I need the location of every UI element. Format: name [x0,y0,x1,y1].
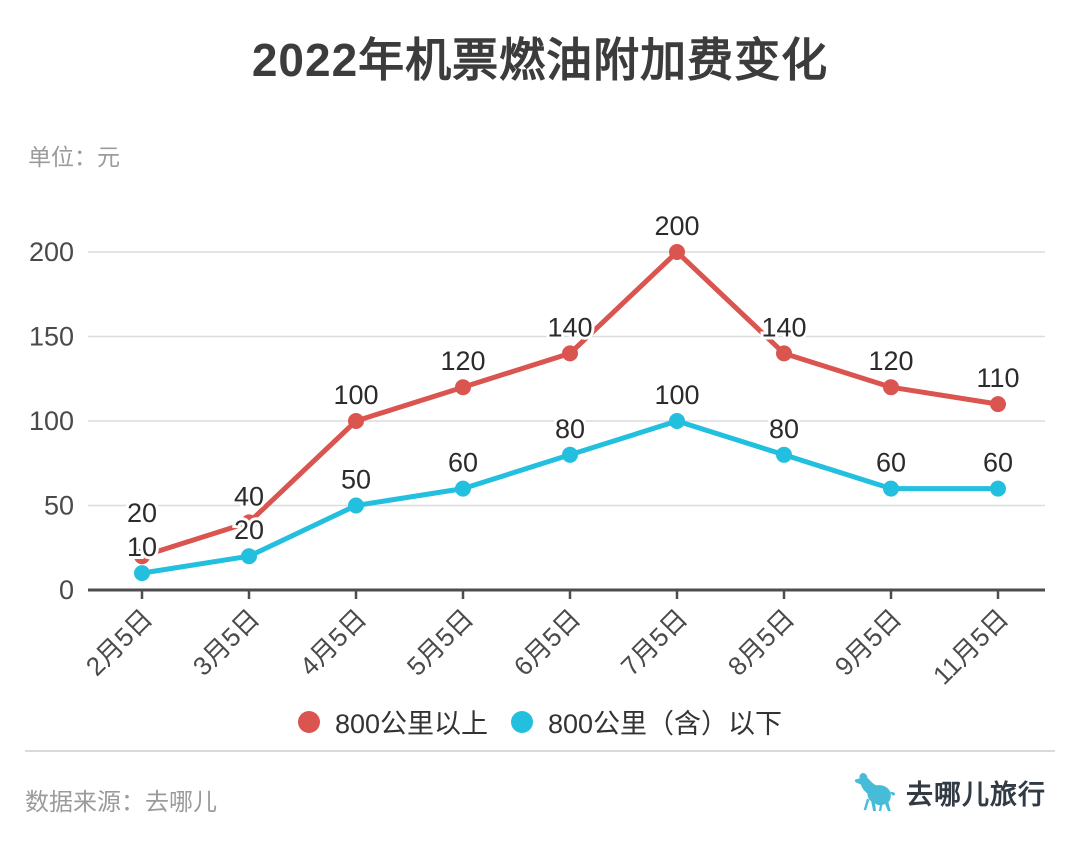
data-label: 140 [547,312,592,342]
brand-logo: 去哪儿旅行 [853,772,1046,812]
data-label: 20 [127,498,157,528]
series-line-0 [139,249,1001,559]
y-axis-tick-label: 200 [29,237,74,267]
footer-divider [25,750,1055,752]
data-label: 50 [341,465,371,495]
data-label: 120 [440,346,485,376]
data-label: 40 [234,481,264,511]
y-axis-tick-label: 50 [44,491,74,521]
data-label: 200 [654,211,699,241]
x-axis-tick-label: 2月5日 [80,603,158,681]
y-axis-tick-label: 100 [29,406,74,436]
data-point [348,497,364,514]
legend-dot-red-icon [297,710,320,733]
data-label: 60 [448,448,478,478]
data-point [562,345,578,362]
data-point [776,345,792,362]
x-axis-tick-label: 11月5日 [927,603,1014,690]
unit-label: 单位：元 [28,144,120,170]
x-axis-tick-label: 9月5日 [829,603,907,681]
data-label: 80 [555,414,585,444]
data-label: 140 [761,312,806,342]
legend-item-under-800km: 800公里（含）以下 [511,702,782,741]
data-point [455,480,471,497]
data-label: 10 [127,532,157,562]
x-axis-tick-label: 4月5日 [294,603,372,681]
data-label: 60 [876,448,906,478]
data-point [241,514,257,531]
y-axis-tick-label: 150 [29,322,74,352]
data-point [669,244,685,260]
x-axis-tick-label: 3月5日 [187,603,265,681]
brand-name: 去哪儿旅行 [906,779,1046,810]
x-axis-tick-label: 5月5日 [401,603,479,681]
data-label: 80 [769,414,799,444]
x-axis-tick-label: 7月5日 [615,603,693,681]
data-label: 20 [234,515,264,545]
y-axis-tick-label: 0 [59,575,74,605]
data-label: 120 [868,346,913,376]
legend: 800公里以上 800公里（含）以下 [0,702,1080,741]
data-point [776,446,792,463]
legend-item-over-800km: 800公里以上 [297,702,488,741]
camel-icon [854,772,896,812]
data-point [669,413,685,429]
data-point [990,396,1006,413]
data-point [562,446,578,463]
data-label: 60 [983,448,1013,478]
data-point [990,480,1006,497]
data-label: 100 [654,380,699,410]
camel-icon-shape [854,772,896,812]
legend-dot-cyan-icon [511,710,533,733]
data-point [241,548,257,565]
data-point [348,413,364,429]
data-point [883,480,899,497]
page-title: 2022年机票燃油附加费变化 [251,34,829,86]
data-point [455,379,471,396]
series-line-1 [139,418,1001,576]
data-source-label: 数据来源：去哪儿 [25,789,217,816]
data-label: 100 [333,380,378,410]
data-point [134,548,150,565]
data-label: 110 [976,363,1019,393]
line-chart: 0 50 100 150 200 2月5日 3月5日 4月5日 5月5日 6月5日 7月5日 8月5日… [28,211,1045,691]
legend-label-under-800km: 800公里（含）以下 [548,709,783,739]
legend-label-over-800km: 800公里以上 [334,709,488,739]
x-axis-tick-label: 8月5日 [722,603,800,681]
x-axis-tick-label: 6月5日 [508,603,586,681]
data-point [883,379,899,396]
data-point [134,565,150,582]
